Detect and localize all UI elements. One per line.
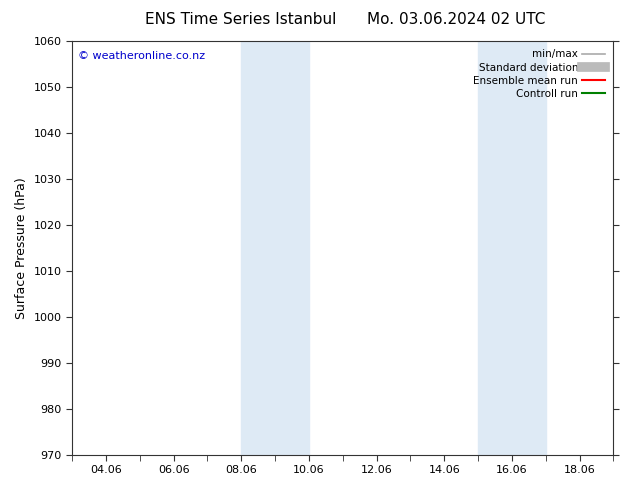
Y-axis label: Surface Pressure (hPa): Surface Pressure (hPa) — [15, 177, 28, 318]
Text: Mo. 03.06.2024 02 UTC: Mo. 03.06.2024 02 UTC — [367, 12, 546, 27]
Bar — [478, 41, 546, 455]
Text: © weatheronline.co.nz: © weatheronline.co.nz — [77, 51, 205, 61]
Text: ENS Time Series Istanbul: ENS Time Series Istanbul — [145, 12, 337, 27]
Legend: min/max, Standard deviation, Ensemble mean run, Controll run: min/max, Standard deviation, Ensemble me… — [470, 46, 608, 102]
Bar — [242, 41, 309, 455]
